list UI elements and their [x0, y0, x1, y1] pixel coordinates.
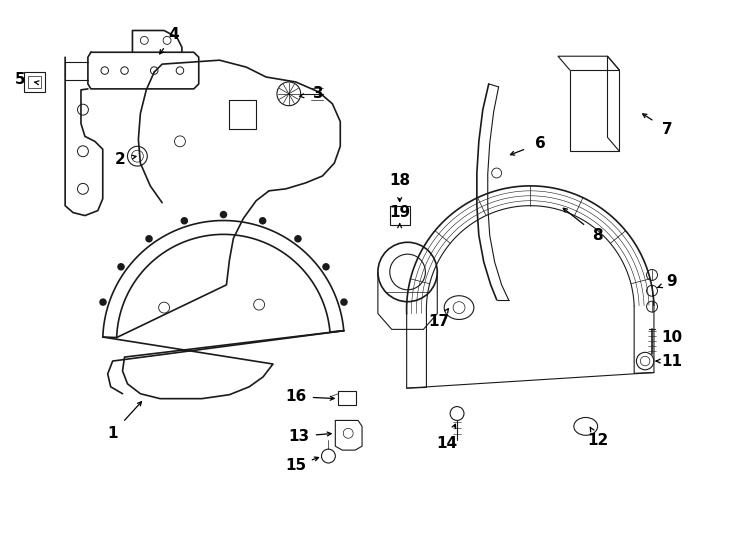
Bar [338, 391, 356, 404]
Circle shape [99, 299, 106, 306]
Circle shape [341, 299, 348, 306]
Text: 16: 16 [285, 389, 306, 404]
Bar [390, 206, 410, 226]
Bar [23, 72, 46, 92]
Circle shape [145, 235, 153, 242]
Text: 4: 4 [169, 27, 179, 42]
Text: 7: 7 [661, 122, 672, 137]
Text: 6: 6 [535, 136, 545, 151]
Text: 1: 1 [107, 426, 118, 441]
Text: 18: 18 [389, 173, 410, 188]
Text: 3: 3 [313, 86, 324, 102]
Circle shape [294, 235, 302, 242]
Bar [570, 70, 619, 151]
Text: 12: 12 [587, 433, 608, 448]
Text: 8: 8 [592, 228, 603, 243]
Text: 14: 14 [437, 436, 458, 451]
Circle shape [259, 217, 266, 225]
Text: 2: 2 [115, 152, 126, 167]
Ellipse shape [444, 296, 474, 320]
Text: 19: 19 [389, 205, 410, 220]
Circle shape [322, 263, 330, 271]
Text: 15: 15 [286, 458, 306, 474]
Text: 9: 9 [666, 274, 677, 289]
Bar [28, 76, 41, 88]
Text: 13: 13 [288, 429, 309, 444]
Text: 10: 10 [661, 330, 683, 345]
Text: 11: 11 [661, 354, 683, 369]
Circle shape [219, 211, 228, 218]
Text: 17: 17 [429, 314, 450, 329]
Circle shape [117, 263, 125, 271]
Text: 5: 5 [15, 72, 26, 87]
Ellipse shape [574, 417, 597, 435]
Circle shape [181, 217, 188, 225]
